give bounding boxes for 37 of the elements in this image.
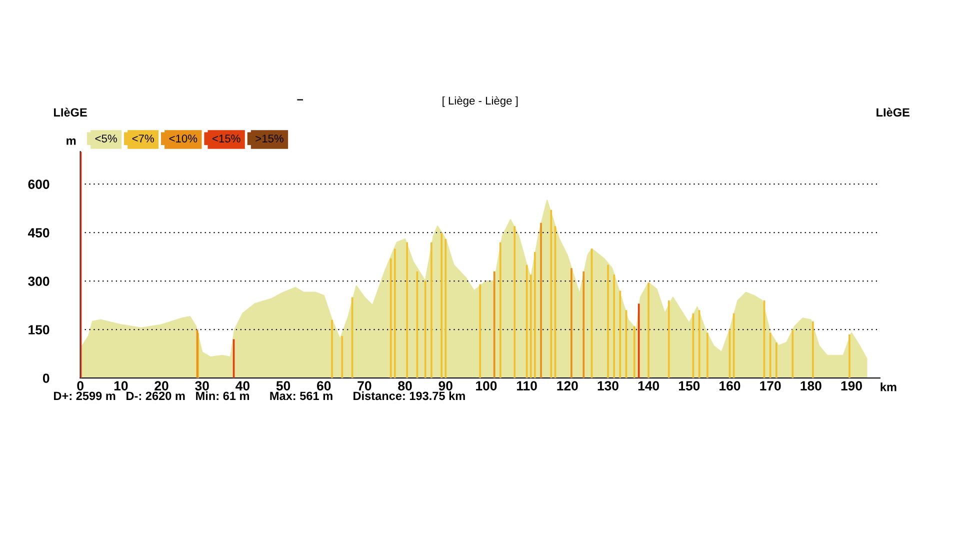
x-tick-label: 190 bbox=[841, 381, 862, 390]
y-tick-label: 0 bbox=[42, 374, 50, 383]
x-tick-label: 110 bbox=[516, 381, 537, 390]
x-tick-label: 100 bbox=[476, 381, 497, 390]
y-tick-label: 600 bbox=[28, 180, 50, 189]
x-tick-label: 160 bbox=[720, 381, 740, 390]
x-tick-label: 70 bbox=[358, 381, 372, 390]
text: – bbox=[297, 99, 303, 100]
y-tick-label: 300 bbox=[28, 276, 50, 286]
x-tick-label: 140 bbox=[638, 381, 660, 390]
x-tick-label: 150 bbox=[678, 381, 700, 390]
x-axis-title: km bbox=[880, 382, 896, 392]
legend-label: <7% bbox=[132, 134, 154, 142]
x-tick-label: 60 bbox=[317, 381, 331, 390]
x-tick-label: 120 bbox=[557, 381, 578, 390]
x-tick-label: 130 bbox=[598, 381, 618, 390]
x-tick-label: 80 bbox=[398, 381, 412, 390]
legend-label: <15% bbox=[212, 134, 240, 142]
x-tick-label: 180 bbox=[800, 381, 822, 390]
x-tick-label: 0 bbox=[77, 381, 84, 390]
text: LIèGE bbox=[876, 108, 910, 117]
text: LIèGE bbox=[54, 108, 87, 117]
y-tick-label: 150 bbox=[28, 325, 50, 334]
x-tick-label: 170 bbox=[760, 381, 781, 390]
legend-label: <10% bbox=[169, 134, 198, 142]
chart-title: [ Liège - Liège ] bbox=[442, 96, 518, 107]
text: D+: 2599 m D-: 2620 m Min: 61 m Max: 561 m Distance: 193.75 km bbox=[54, 391, 465, 400]
x-tick-label: 90 bbox=[438, 381, 452, 390]
y-tick-label: 450 bbox=[28, 228, 50, 238]
legend-label: >15% bbox=[256, 134, 284, 142]
legend-label: <5% bbox=[95, 134, 117, 142]
x-tick-label: 10 bbox=[114, 381, 128, 390]
x-tick-label: 50 bbox=[276, 381, 290, 390]
x-tick-label: 30 bbox=[195, 381, 209, 390]
x-tick-label: 20 bbox=[154, 381, 168, 390]
x-tick-label: 40 bbox=[236, 381, 250, 390]
y-axis-title: m bbox=[66, 138, 76, 145]
